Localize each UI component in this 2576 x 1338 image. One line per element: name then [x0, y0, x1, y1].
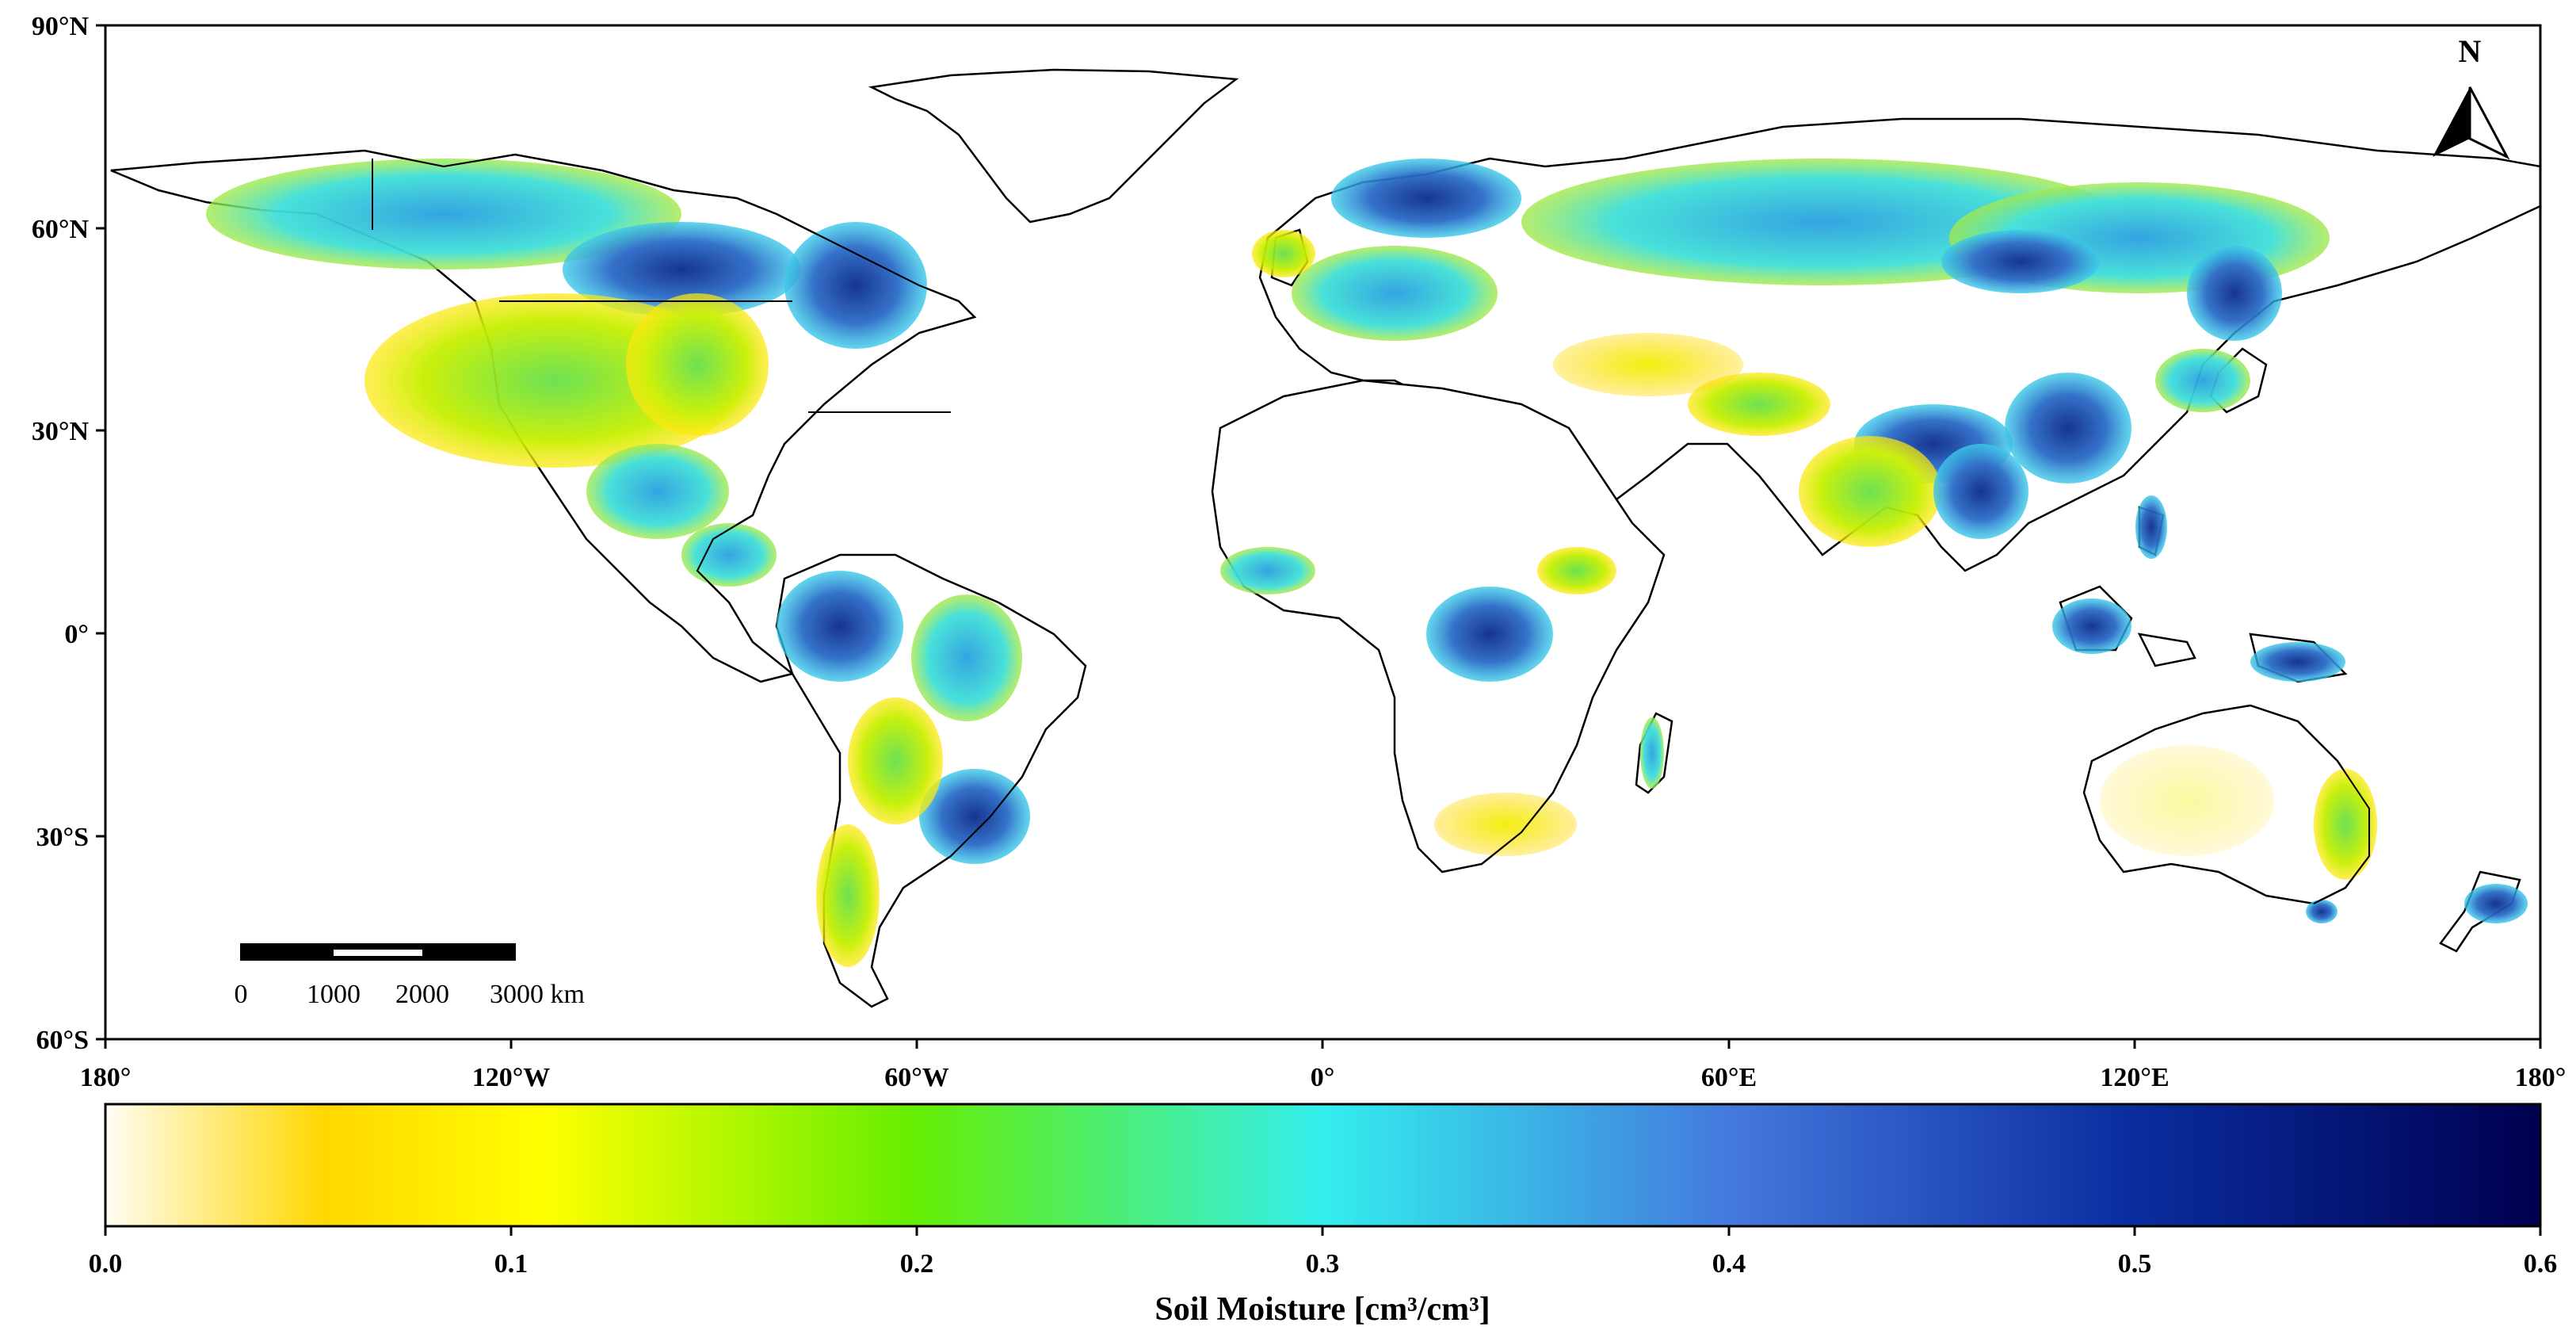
colorbar-ticks: [104, 1226, 2542, 1236]
north-arrow-label: N: [2459, 33, 2482, 69]
greenland-landmass: [868, 68, 1239, 224]
scale-label-0: 0: [235, 980, 248, 1009]
scale-label-3000-km: 3000 km: [490, 980, 585, 1009]
colorbar-tick-1: 0.1: [494, 1249, 529, 1279]
lat-label-90n: 90°N: [32, 12, 90, 41]
lon-label-0: 0°: [1311, 1063, 1335, 1092]
lat-label-30n: 30°N: [32, 417, 90, 446]
lon-label-180w: 180°: [80, 1063, 132, 1092]
colorbar-tick-5: 0.5: [2118, 1249, 2152, 1279]
lon-label-60w: 60°W: [884, 1063, 949, 1092]
colorbar-title: Soil Moisture [cm³/cm³]: [1154, 1291, 1490, 1328]
north-arrow: N: [2433, 33, 2510, 160]
latitude-labels: 90°N 60°N 30°N 0° 30°S 60°S: [32, 12, 90, 1055]
axis-ticks: [96, 24, 2542, 1049]
colorbar-tick-3: 0.3: [1306, 1249, 1340, 1279]
colorbar-tick-4: 0.4: [1712, 1249, 1746, 1279]
colorbar-tick-2: 0.2: [900, 1249, 934, 1279]
coastlines: [110, 149, 2370, 1000]
scale-label-2000: 2000: [395, 980, 449, 1009]
colorbar: 0.0 0.1 0.2 0.3 0.4 0.5 0.6 Soil Moistur…: [89, 1103, 2558, 1328]
continents-layer: [110, 68, 2540, 1008]
lon-label-120e: 120°E: [2100, 1063, 2169, 1092]
lon-label-60e: 60°E: [1701, 1063, 1757, 1092]
lat-label-0: 0°: [64, 620, 89, 649]
longitude-labels: 180° 120°W 60°W 0° 60°E 120°E 180°: [80, 1063, 2566, 1092]
scale-bar: 0 1000 2000 3000 km: [235, 943, 585, 1009]
lon-label-180e: 180°: [2515, 1063, 2566, 1092]
lat-label-60s: 60°S: [36, 1026, 89, 1055]
lat-label-60n: 60°N: [32, 215, 90, 244]
lat-label-30s: 30°S: [36, 823, 89, 852]
soil-moisture-overlay: [206, 159, 2528, 967]
scale-label-1000: 1000: [307, 980, 361, 1009]
lon-label-120w: 120°W: [472, 1063, 551, 1092]
colorbar-tick-0: 0.0: [89, 1249, 123, 1279]
north-arrow-icon: [2433, 86, 2510, 160]
colorbar-tick-6: 0.6: [2524, 1249, 2558, 1279]
colorbar-gradient: [104, 1103, 2542, 1228]
